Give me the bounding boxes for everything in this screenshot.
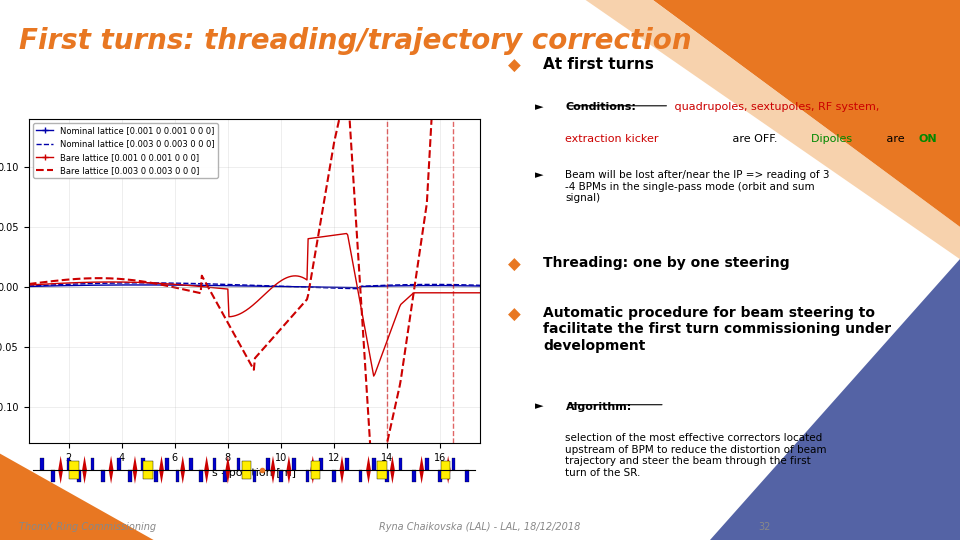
Bar bbox=[377, 461, 387, 479]
Polygon shape bbox=[108, 456, 113, 484]
Text: At first turns: At first turns bbox=[543, 57, 654, 72]
Text: Dipoles: Dipoles bbox=[804, 134, 852, 144]
Bar bbox=[252, 470, 256, 482]
Polygon shape bbox=[420, 456, 424, 484]
Bar bbox=[236, 458, 240, 470]
Polygon shape bbox=[271, 456, 276, 484]
Polygon shape bbox=[445, 456, 450, 484]
Bar bbox=[67, 458, 70, 470]
Bar bbox=[293, 458, 296, 470]
Polygon shape bbox=[159, 456, 164, 484]
Text: Ryna Chaikovska (LAL) - LAL, 18/12/2018: Ryna Chaikovska (LAL) - LAL, 18/12/2018 bbox=[379, 522, 581, 532]
Polygon shape bbox=[226, 456, 230, 484]
Polygon shape bbox=[286, 456, 291, 484]
Bar bbox=[451, 458, 455, 470]
Text: ThomX Ring Commissioning: ThomX Ring Commissioning bbox=[19, 522, 156, 532]
Bar bbox=[40, 458, 44, 470]
Bar bbox=[242, 461, 252, 479]
Bar bbox=[90, 458, 94, 470]
Bar bbox=[117, 458, 121, 470]
Bar bbox=[128, 470, 132, 482]
Bar bbox=[319, 458, 323, 470]
Bar bbox=[176, 470, 180, 482]
Polygon shape bbox=[204, 456, 209, 484]
Polygon shape bbox=[366, 456, 371, 484]
Text: Automatic procedure for beam steering to
facilitate the first turn commissioning: Automatic procedure for beam steering to… bbox=[543, 306, 892, 353]
Bar bbox=[346, 458, 349, 470]
Text: quadrupoles, sextupoles, RF system,: quadrupoles, sextupoles, RF system, bbox=[671, 102, 879, 112]
Bar bbox=[51, 470, 55, 482]
Text: 32: 32 bbox=[758, 522, 771, 532]
Polygon shape bbox=[180, 456, 185, 484]
Polygon shape bbox=[390, 456, 395, 484]
Text: Algorithm:: Algorithm: bbox=[565, 402, 632, 411]
Text: Conditions:: Conditions: bbox=[565, 102, 636, 112]
Text: ◆: ◆ bbox=[508, 57, 520, 75]
Text: ◆: ◆ bbox=[508, 306, 520, 325]
Bar bbox=[266, 458, 270, 470]
Bar bbox=[441, 461, 450, 479]
Polygon shape bbox=[83, 456, 87, 484]
Text: ►: ► bbox=[535, 170, 543, 180]
X-axis label: s - position [m]: s - position [m] bbox=[212, 468, 297, 478]
Bar bbox=[141, 458, 145, 470]
Polygon shape bbox=[132, 456, 137, 484]
Text: ►: ► bbox=[535, 402, 543, 411]
Bar bbox=[143, 461, 153, 479]
Text: ON: ON bbox=[919, 134, 937, 144]
Text: selection of the most effective correctors located
upstream of BPM to reduce the: selection of the most effective correcto… bbox=[565, 433, 827, 478]
Bar bbox=[398, 458, 402, 470]
Bar bbox=[332, 470, 336, 482]
Bar bbox=[465, 470, 468, 482]
Bar bbox=[165, 458, 169, 470]
Bar bbox=[224, 470, 228, 482]
Polygon shape bbox=[59, 456, 63, 484]
Bar bbox=[305, 470, 309, 482]
Polygon shape bbox=[0, 454, 154, 540]
Polygon shape bbox=[340, 456, 345, 484]
Legend: Nominal lattice [0.001 0 0.001 0 0 0], Nominal lattice [0.003 0 0.003 0 0 0], Ba: Nominal lattice [0.001 0 0.001 0 0 0], N… bbox=[33, 123, 218, 178]
Text: Beam will be lost after/near the IP => reading of 3
-4 BPMs in the single-pass m: Beam will be lost after/near the IP => r… bbox=[565, 170, 830, 204]
Bar bbox=[425, 458, 429, 470]
Bar bbox=[439, 470, 442, 482]
Bar bbox=[412, 470, 416, 482]
Bar bbox=[279, 470, 283, 482]
Text: ►: ► bbox=[535, 102, 543, 112]
Text: extraction kicker: extraction kicker bbox=[565, 134, 659, 144]
Bar bbox=[213, 458, 216, 470]
Bar bbox=[200, 470, 204, 482]
Bar bbox=[189, 458, 193, 470]
Polygon shape bbox=[710, 259, 960, 540]
Text: First turns: threading/trajectory correction: First turns: threading/trajectory correc… bbox=[19, 27, 692, 55]
Bar bbox=[78, 470, 81, 482]
Polygon shape bbox=[310, 456, 315, 484]
Text: are OFF.: are OFF. bbox=[729, 134, 778, 144]
Polygon shape bbox=[586, 0, 960, 259]
Bar bbox=[69, 461, 79, 479]
Polygon shape bbox=[653, 0, 960, 227]
Text: are: are bbox=[883, 134, 908, 144]
Text: ◆: ◆ bbox=[508, 256, 520, 274]
Bar bbox=[385, 470, 389, 482]
Bar bbox=[155, 470, 158, 482]
Bar bbox=[101, 470, 105, 482]
Bar bbox=[372, 458, 375, 470]
Text: Threading: one by one steering: Threading: one by one steering bbox=[543, 256, 790, 271]
Bar bbox=[359, 470, 363, 482]
Bar bbox=[311, 461, 321, 479]
